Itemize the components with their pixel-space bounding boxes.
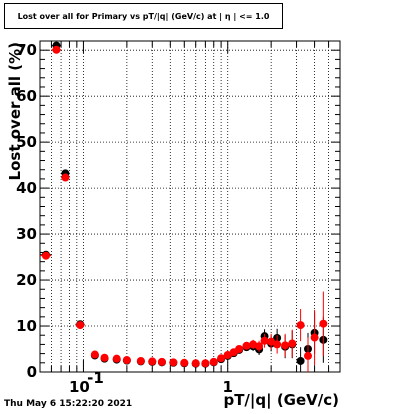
y-axis-title: Lost over all (%)	[6, 42, 24, 180]
x-tick-labels: 10-1 1	[69, 369, 233, 396]
y-tick-label: 70	[16, 41, 37, 59]
y-tick-labels: 0 10 20 30 40 50 60 70	[16, 41, 37, 381]
y-tick-label: 60	[16, 87, 37, 105]
y-tick-label: 0	[27, 363, 37, 381]
data-point	[288, 339, 297, 348]
x-tick-label: 1	[223, 378, 233, 396]
data-point	[52, 45, 61, 54]
y-tick-label: 20	[16, 271, 37, 289]
data-point	[112, 354, 121, 363]
data-point	[201, 359, 210, 368]
data-point	[100, 353, 109, 362]
data-point	[296, 321, 305, 330]
y-tick-label: 50	[16, 133, 37, 151]
data-series	[40, 41, 328, 372]
data-point	[310, 333, 319, 342]
data-point	[255, 342, 264, 351]
y-tick-label: 40	[16, 179, 37, 197]
data-point	[273, 340, 282, 349]
data-point	[76, 321, 85, 330]
data-point	[242, 341, 251, 350]
data-point	[303, 351, 312, 360]
data-point	[136, 356, 145, 365]
chart-title: Lost over all for Primary vs pT/|q| (GeV…	[4, 3, 283, 29]
timestamp: Thu May 6 15:22:20 2021	[4, 399, 133, 409]
data-point	[296, 356, 305, 365]
data-point	[169, 358, 178, 367]
data-point	[122, 356, 131, 365]
y-tick-label: 10	[16, 317, 37, 335]
data-point	[41, 251, 50, 260]
grid	[39, 41, 341, 372]
series-red	[40, 45, 328, 372]
data-point	[157, 357, 166, 366]
data-point	[191, 359, 200, 368]
y-tick-label: 30	[16, 225, 37, 243]
data-point	[223, 350, 232, 359]
data-point	[90, 350, 99, 359]
axis-ticks	[39, 41, 341, 373]
x-axis-title: pT/|q| (GeV/c)	[223, 391, 339, 410]
data-point	[180, 358, 189, 367]
x-tick-label-exponent: -1	[87, 369, 104, 387]
x-tick-label: 10	[69, 378, 90, 396]
data-point	[235, 345, 244, 354]
data-point	[281, 341, 290, 350]
data-point	[260, 336, 269, 345]
data-point	[61, 173, 70, 182]
data-point	[267, 337, 276, 346]
data-point	[148, 357, 157, 366]
data-point	[319, 319, 328, 328]
data-point	[209, 357, 218, 366]
plot-frame	[39, 40, 341, 373]
data-point	[217, 354, 226, 363]
